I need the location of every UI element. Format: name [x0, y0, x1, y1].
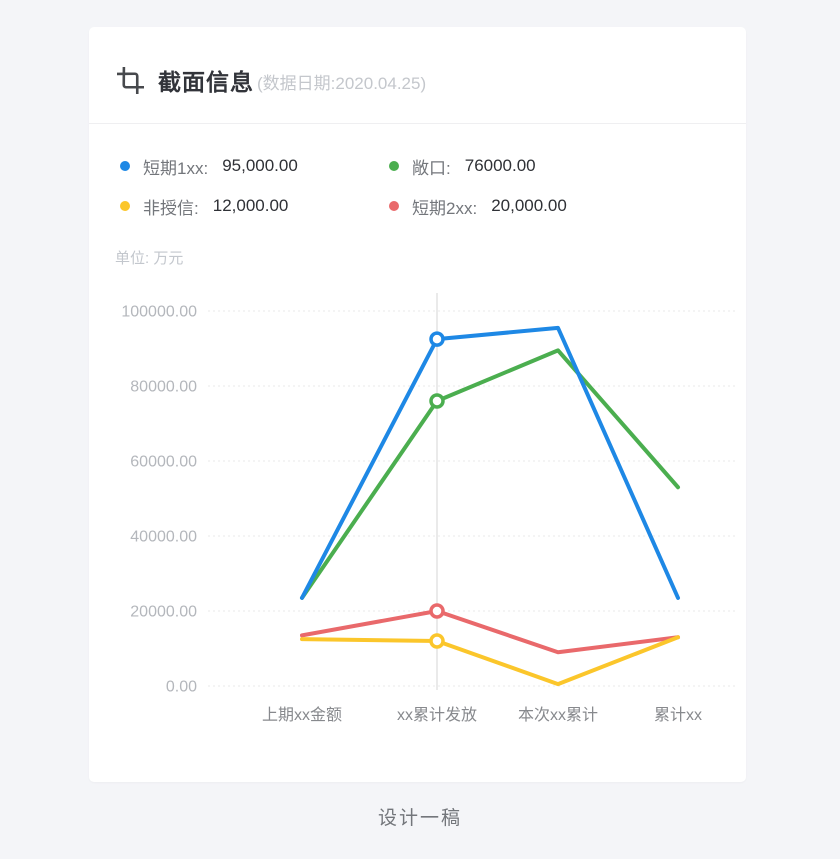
legend-item-duanqi2[interactable]: 短期2xx: 20,000.00 — [389, 186, 726, 226]
data-date-note: (数据日期:2020.04.25) — [257, 73, 427, 93]
section-info-card: 截面信息 (数据日期:2020.04.25) 短期1xx: 95,000.00 … — [89, 27, 746, 782]
y-axis-tick-label: 40000.00 — [130, 529, 197, 546]
y-axis-tick-label: 0.00 — [166, 679, 197, 696]
y-axis-tick-label: 80000.00 — [130, 379, 197, 396]
y-axis-tick-label: 20000.00 — [130, 604, 197, 621]
x-axis-category-label: 上期xx金额 — [262, 706, 342, 724]
legend-dot-yellow-icon — [120, 201, 130, 211]
crop-icon — [117, 66, 144, 94]
chart-legend: 短期1xx: 95,000.00 敞口: 76000.00 非授信: 12,00… — [120, 146, 726, 226]
y-axis-tick-label: 100000.00 — [121, 304, 197, 321]
x-axis-category-label: xx累计发放 — [397, 706, 477, 724]
series-line-2 — [300, 635, 680, 687]
footer-caption: 设计一稿 — [377, 808, 462, 829]
legend-item-changkou[interactable]: 敞口: 76000.00 — [389, 146, 726, 186]
series-line-1 — [300, 348, 680, 600]
series-line-0 — [300, 325, 680, 600]
legend-label: 敞口: — [412, 158, 451, 178]
card-header: 截面信息 (数据日期:2020.04.25) — [89, 27, 746, 124]
legend-dot-red-icon — [389, 201, 399, 211]
legend-label: 短期2xx: — [412, 198, 478, 218]
legend-item-duanqi1[interactable]: 短期1xx: 95,000.00 — [120, 146, 389, 186]
series-line-3 — [300, 609, 680, 655]
y-axis-tick-label: 60000.00 — [130, 454, 197, 471]
legend-value: 76000.00 — [464, 156, 536, 175]
legend-value: 20,000.00 — [491, 196, 567, 215]
legend-label: 短期1xx: — [143, 158, 209, 178]
x-axis-category-label: 累计xx — [654, 706, 702, 724]
series-marker-3[interactable] — [429, 603, 445, 619]
x-axis-category-label: 本次xx累计 — [518, 706, 598, 724]
legend-dot-green-icon — [389, 161, 399, 171]
series-marker-0[interactable] — [429, 331, 445, 347]
legend-item-feishouxin[interactable]: 非授信: 12,000.00 — [120, 186, 389, 226]
series-marker-2[interactable] — [429, 633, 445, 649]
legend-value: 95,000.00 — [222, 156, 298, 175]
legend-dot-blue-icon — [120, 161, 130, 171]
legend-value: 12,000.00 — [212, 196, 289, 215]
page-title: 截面信息 — [158, 69, 254, 95]
series-marker-1[interactable] — [429, 393, 445, 409]
legend-label: 非授信: — [143, 198, 199, 218]
unit-label: 单位: 万元 — [115, 250, 184, 267]
line-chart-canvas[interactable]: 100000.00 80000.00 60000.00 40000.00 20000.0… — [89, 282, 746, 752]
